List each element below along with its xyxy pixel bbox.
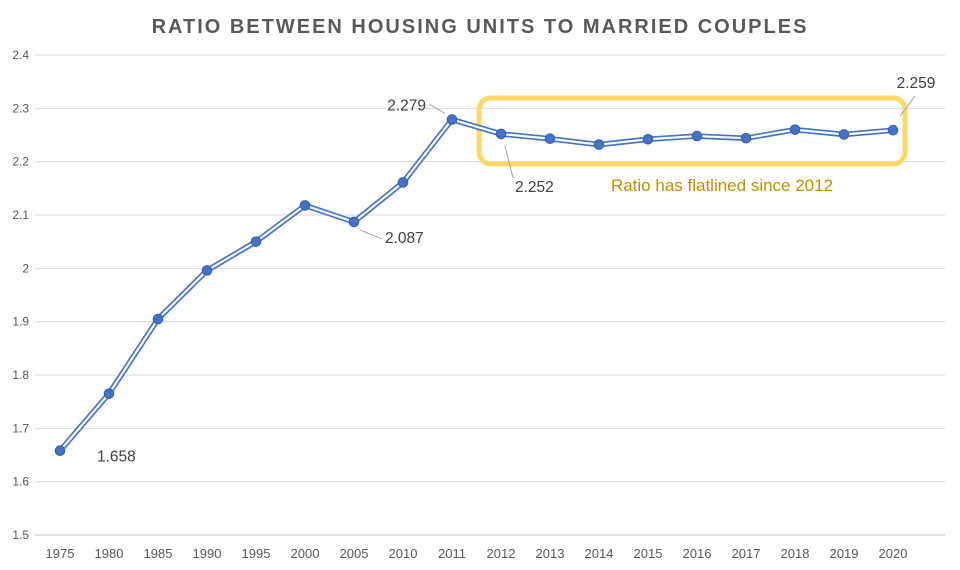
- x-tick-label: 2015: [634, 546, 663, 561]
- y-tick-label: 2.4: [12, 48, 29, 62]
- x-tick-label: 2012: [487, 546, 516, 561]
- x-tick-label: 2020: [879, 546, 908, 561]
- series-line-inner: [59, 118, 894, 452]
- x-tick-label: 1980: [95, 546, 124, 561]
- x-tick-label: 2013: [536, 546, 565, 561]
- label-leader-line: [359, 229, 383, 240]
- x-tick-label: 2017: [732, 546, 761, 561]
- x-tick-label: 2010: [389, 546, 418, 561]
- point-label: 2.252: [515, 179, 554, 196]
- data-point: [789, 124, 801, 135]
- x-tick-label: 1975: [46, 546, 75, 561]
- y-tick-label: 1.8: [12, 368, 29, 382]
- data-point: [250, 236, 262, 247]
- data-point: [887, 124, 899, 136]
- x-tick-label: 2016: [683, 546, 712, 561]
- flatline-annotation: Ratio has flatlined since 2012: [611, 176, 833, 195]
- y-tick-label: 2: [22, 261, 29, 275]
- data-point: [348, 216, 360, 228]
- x-tick-label: 2005: [340, 546, 369, 561]
- flatline-highlight-box: [476, 95, 908, 167]
- point-label: 2.279: [387, 98, 426, 115]
- x-tick-label: 2019: [830, 546, 859, 561]
- x-tick-label: 1995: [242, 546, 271, 561]
- label-leader-line: [899, 95, 916, 117]
- y-tick-label: 2.3: [12, 101, 29, 115]
- point-label: 2.259: [897, 75, 936, 92]
- y-tick-label: 1.9: [12, 315, 29, 329]
- label-leader-line: [429, 104, 446, 114]
- data-point: [544, 133, 556, 145]
- x-tick-label: 2011: [438, 546, 466, 561]
- data-point: [740, 132, 752, 144]
- y-tick-label: 1.5: [12, 528, 29, 542]
- data-point: [152, 313, 164, 325]
- point-label: 2.087: [385, 230, 424, 247]
- x-tick-label: 2018: [781, 546, 810, 561]
- data-point: [299, 200, 311, 211]
- y-tick-label: 2.1: [12, 208, 29, 222]
- y-tick-label: 1.7: [12, 421, 29, 435]
- y-tick-label: 2.2: [12, 155, 29, 169]
- x-tick-label: 2014: [585, 546, 614, 561]
- y-tick-label: 1.6: [12, 475, 29, 489]
- data-point: [495, 128, 507, 140]
- x-tick-label: 1985: [144, 546, 173, 561]
- data-point: [201, 265, 213, 276]
- chart-title: RATIO BETWEEN HOUSING UNITS TO MARRIED C…: [151, 16, 809, 38]
- point-label: 1.658: [97, 449, 136, 466]
- data-point: [691, 130, 703, 142]
- data-point: [397, 177, 409, 188]
- data-point: [593, 139, 605, 150]
- series-line-outer: [57, 116, 896, 454]
- x-tick-label: 1990: [193, 546, 222, 561]
- data-point: [642, 133, 654, 145]
- data-point: [54, 445, 66, 457]
- label-leader-line: [504, 145, 514, 179]
- x-tick-label: 2000: [291, 546, 320, 561]
- data-point: [103, 388, 115, 399]
- data-point: [838, 129, 850, 140]
- data-point: [446, 114, 458, 125]
